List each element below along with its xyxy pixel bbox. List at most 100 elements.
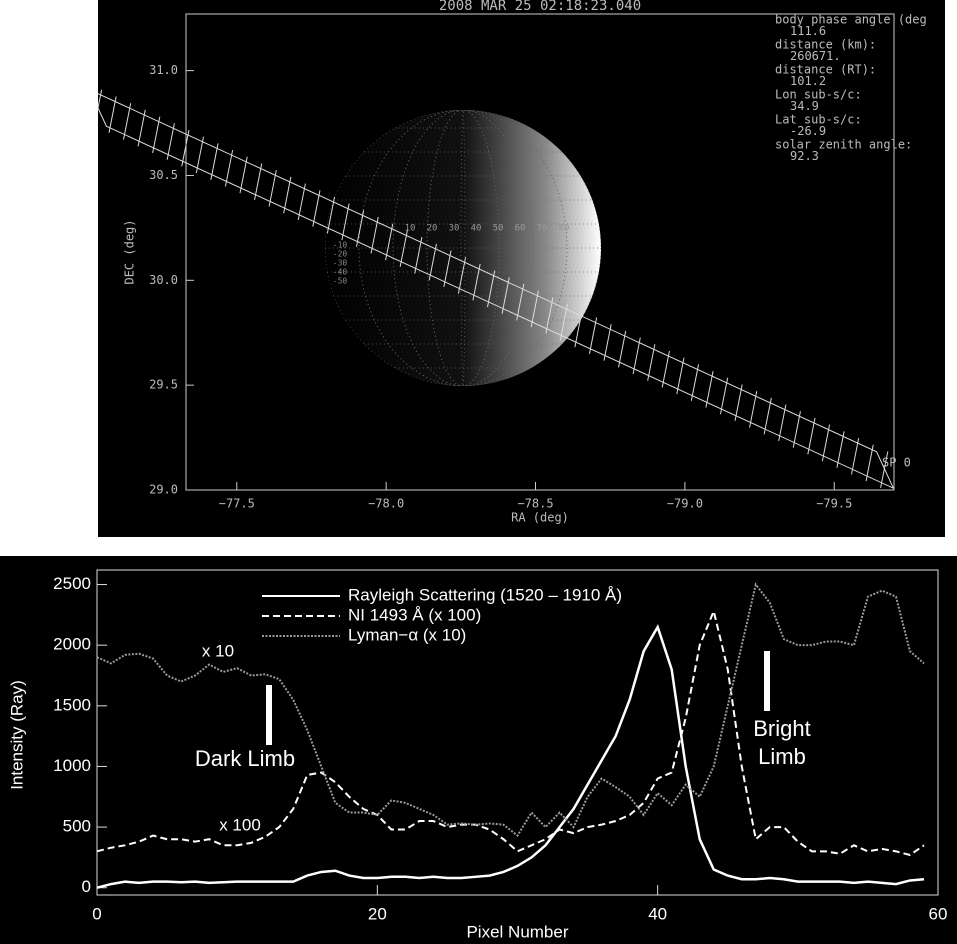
slit-hatch: [137, 109, 146, 147]
info-line: solar zenith angle:: [775, 138, 912, 152]
x-axis-label: RA (deg): [511, 511, 569, 525]
slit-hatch: [341, 203, 350, 241]
slit-hatch: [268, 170, 277, 207]
legend-label: NI 1493 Å (x 100): [348, 605, 481, 624]
slit-hatch: [487, 270, 496, 308]
slit-hatch: [297, 183, 306, 221]
x-axis-label: Pixel Number: [466, 922, 568, 941]
slit-hatch: [851, 437, 860, 475]
lon-label: 60: [515, 224, 526, 234]
y-tick-label: 1500: [53, 695, 91, 714]
slit: [98, 93, 895, 490]
slit-hatch: [880, 451, 889, 488]
slit-hatch: [603, 324, 612, 361]
slit-hatch: [370, 216, 379, 254]
slit-hatch: [559, 304, 568, 341]
annotation: x 10: [202, 641, 234, 660]
plot-frame: [96, 569, 939, 896]
plot-frame: [185, 13, 895, 491]
slit-hatch: [123, 103, 132, 140]
lat-label: -50: [333, 277, 348, 286]
slit-hatch: [428, 243, 437, 281]
slit-hatch: [690, 364, 700, 401]
slit-hatch: [443, 250, 452, 288]
slit-hatch: [676, 357, 685, 395]
y-axis-label: DEC (deg): [123, 219, 137, 284]
top-chart: 2008 MAR 25 02:18:23.040 10 20 30 40 50 60 70 80…: [98, 0, 927, 525]
slit-hatch: [501, 277, 510, 314]
info-line: 260671.: [790, 49, 841, 63]
slit-hatch: [632, 337, 641, 375]
y-tick-label: 2500: [53, 574, 91, 593]
info-line: Lat sub-s/c:: [775, 113, 862, 127]
x-tick-label: −79.5: [816, 497, 852, 511]
lon-label: 50: [493, 224, 504, 234]
planet-grid: [325, 110, 601, 386]
legend-label: Lyman−α (x 10): [348, 625, 466, 644]
slit-hatch: [326, 196, 336, 234]
y-tick-label: 500: [63, 817, 91, 836]
planet: [325, 110, 601, 386]
info-line: distance (RT):: [775, 63, 876, 77]
info-line: Lon sub-s/c:: [775, 88, 862, 102]
slit-hatch: [807, 417, 816, 455]
x-tick-label: −77.5: [219, 497, 255, 511]
info-line: 101.2: [790, 74, 826, 88]
slit-hatch: [618, 330, 627, 368]
slit-hatch: [239, 156, 248, 194]
slit-hatch: [821, 424, 831, 462]
slit-hatch: [545, 297, 554, 334]
slit-hatch: [661, 350, 670, 388]
slit-hatch: [312, 190, 321, 227]
slit-hatch: [778, 404, 787, 442]
y-axis-label: Intensity (Ray): [7, 680, 26, 790]
series-line: [96, 582, 925, 838]
info-line: body phase angle (deg: [775, 13, 927, 27]
slit-hatch: [210, 143, 219, 180]
annotation: Limb: [758, 744, 806, 769]
lon-label: 30: [449, 224, 460, 234]
slit-hatch: [588, 317, 598, 354]
x-tick-label: −79.0: [667, 497, 703, 511]
slit-hatch: [457, 257, 467, 294]
lat-label: -40: [333, 268, 348, 277]
limb-marker: [266, 685, 272, 745]
slit-hatch: [574, 310, 583, 348]
x-tick-label: −78.0: [368, 497, 404, 511]
series-line: [96, 608, 925, 857]
slit-hatch: [705, 370, 714, 408]
annotation: x 100: [219, 815, 261, 834]
slit-hatch: [254, 163, 263, 200]
y-tick-label: 30.5: [149, 168, 178, 182]
info-line: 34.9: [790, 99, 819, 113]
lat-label: -20: [333, 250, 348, 259]
bottom-panel: [0, 556, 957, 944]
limb-marker: [764, 651, 770, 711]
y-tick-label: 30.0: [149, 273, 178, 287]
slit-hatch: [98, 89, 103, 111]
lon-label: 80: [559, 224, 570, 234]
slit-hatch: [865, 444, 874, 482]
slit-hatch: [385, 223, 394, 261]
y-tick-label: 29.5: [149, 378, 178, 392]
slit-hatch: [152, 116, 161, 154]
y-tick-label: 1000: [53, 756, 91, 775]
bottom-chart: 0 20 40 60 0 500 1000 1500 2000 2500 Pixel Number I…: [7, 569, 948, 941]
slit-hatch: [283, 176, 292, 214]
slit-hatch: [472, 263, 481, 301]
lon-label: 20: [427, 224, 438, 234]
slit-hatch: [181, 129, 190, 167]
lat-label: -30: [333, 259, 348, 268]
x-tick-label: 60: [929, 904, 948, 923]
lon-label: 10: [405, 224, 416, 234]
meridian: [358, 110, 568, 386]
x-tick-label: −78.5: [517, 497, 553, 511]
info-line: -26.9: [790, 124, 826, 138]
lat-label: -10: [333, 241, 348, 250]
meridian: [426, 110, 500, 386]
series-line: [96, 623, 925, 889]
slit-hatch: [719, 377, 729, 415]
lon-label: 70: [537, 224, 548, 234]
slit-hatch: [763, 397, 772, 435]
